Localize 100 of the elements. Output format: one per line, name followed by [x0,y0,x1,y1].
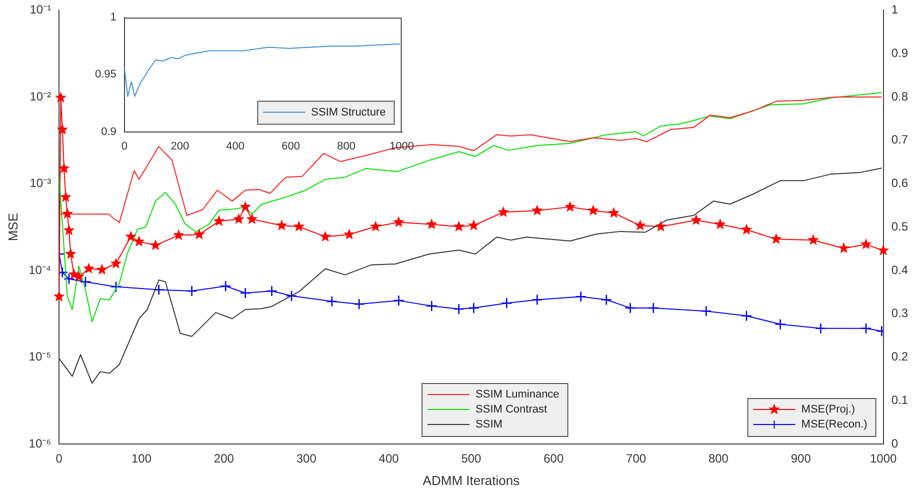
point [60,191,72,202]
point [575,290,586,302]
point [774,318,786,330]
point [468,302,480,314]
y2-tick-label: 0.7 [891,132,908,147]
point [240,287,252,299]
y2-tick-label: 0.2 [891,350,908,364]
legend-label: SSIM Luminance [476,388,560,401]
point [531,204,543,216]
point [600,294,612,306]
y2-tick-label: 0.3 [891,306,908,320]
y-axis-title: MSE [5,212,20,242]
point [353,298,365,310]
point [501,298,512,309]
point [453,220,465,232]
x-tick-label: 400 [226,140,245,152]
point [860,238,872,250]
point [740,310,752,322]
point [714,218,726,230]
point [370,220,382,232]
point [96,264,108,275]
point [110,258,122,268]
point [453,303,464,315]
point [276,219,288,230]
x-tick-label: 700 [626,452,646,466]
point [186,285,198,297]
point [564,200,576,212]
y-tick-label: 10⁻⁶ [28,436,52,450]
y2-tick-label: 0 [891,436,898,450]
point [690,214,702,226]
x-tick-label: 200 [214,452,234,466]
point [320,230,332,242]
x-tick-label: 800 [708,452,729,466]
x-tick-label: 100 [132,452,152,466]
point [878,244,890,256]
point [220,280,232,292]
x-tick-label: 200 [170,140,190,152]
x-tick-label: 800 [337,140,356,152]
x-tick-label: 600 [282,140,300,152]
y2-tick-label: 0.9 [891,46,908,60]
x-tick-label: 0 [121,140,128,152]
point [246,213,258,224]
y2-tick-label: 0.1 [891,392,908,407]
point [815,322,826,334]
point [624,302,636,314]
point [740,224,752,235]
point [808,234,819,245]
point [266,285,278,297]
point [498,206,510,218]
y-tick-label: 10⁻¹ [30,2,52,17]
point [286,290,298,302]
point [648,302,660,314]
point [326,296,338,308]
point [426,218,438,230]
point [56,124,68,134]
point [125,230,137,242]
point [133,236,145,246]
legend-label: SSIM [476,418,502,431]
x-tick-label: 400 [378,452,400,466]
x-tick-label: 500 [461,452,482,466]
point [655,220,666,232]
x-axis-title: ADMM Iterations [422,472,520,488]
y2-tick-label: 0.8 [891,89,908,104]
point [838,242,850,254]
point [392,216,404,228]
x-tick-label: 600 [544,452,564,466]
point [63,224,75,236]
point [172,229,184,240]
point [344,228,355,240]
y2-tick-label: 0.6 [891,176,908,190]
y-tick-label: 0.95 [94,68,116,81]
y2-tick-label: 0.5 [891,219,908,234]
point [426,300,438,312]
point [83,262,94,274]
point [150,239,162,250]
x-tick-label: 1000 [870,452,897,466]
legend-label: SSIM Structure [311,106,386,118]
point [608,206,620,218]
y-tick-label: 0.9 [101,126,116,138]
point [58,162,70,174]
y-tick-label: 10⁻⁵ [28,350,52,364]
point [468,219,480,230]
point [293,220,305,232]
point [700,305,712,317]
point [194,228,205,240]
y2-tick-label: 0.4 [891,262,908,277]
y-tick-label: 10⁻² [30,89,52,104]
legend-label: SSIM Contrast [476,404,548,416]
point [110,281,122,292]
y-tick-label: 10⁻⁴ [28,262,52,277]
point [860,322,872,334]
legend-label: MSE(Recon.) [801,418,868,431]
x-tick-label: 0 [56,452,63,466]
point [587,204,599,216]
point [393,294,404,306]
y-tick-label: 10⁻³ [30,176,52,190]
point [55,92,66,103]
point [213,215,225,226]
point [64,248,76,259]
x-tick-label: 300 [296,452,317,466]
